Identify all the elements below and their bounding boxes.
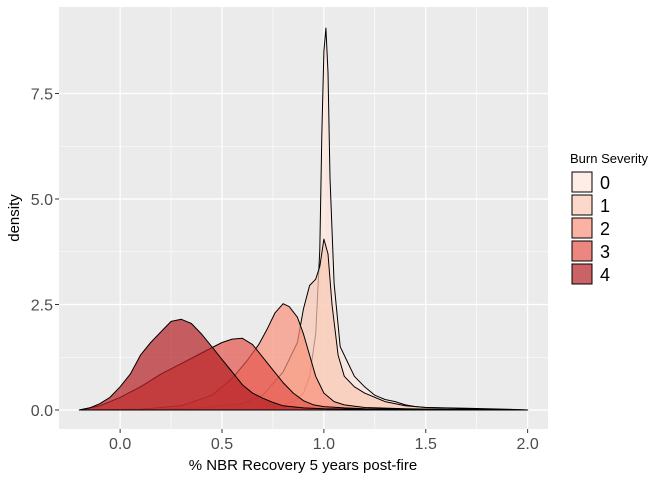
legend-label-4: 4 xyxy=(600,265,610,285)
y-tick-label: 2.5 xyxy=(31,298,53,315)
x-tick-label: 1.0 xyxy=(313,436,335,453)
legend-label-3: 3 xyxy=(600,242,610,262)
y-tick-label: 0.0 xyxy=(31,403,53,420)
x-tick-label: 1.5 xyxy=(415,436,437,453)
density-areas xyxy=(78,27,529,411)
legend-key-3 xyxy=(571,240,593,262)
density-area-severity-4 xyxy=(78,318,529,411)
y-axis-title: density xyxy=(6,194,23,242)
legend-label-0: 0 xyxy=(600,173,610,193)
legend-key-2 xyxy=(571,217,593,239)
x-tick-label: 0.0 xyxy=(109,436,131,453)
legend: Burn Severity 0 1 2 3 4 xyxy=(570,151,649,285)
y-tick-label: 7.5 xyxy=(31,87,53,104)
legend-key-4 xyxy=(571,263,593,285)
x-axis: 0.0 0.5 1.0 1.5 2.0 xyxy=(109,429,539,453)
x-axis-title: % NBR Recovery 5 years post-fire xyxy=(189,457,417,474)
x-tick-label: 0.5 xyxy=(211,436,233,453)
x-tick-label: 2.0 xyxy=(517,436,539,453)
legend-key-0 xyxy=(571,171,593,193)
legend-title: Burn Severity xyxy=(570,151,649,166)
y-tick-label: 5.0 xyxy=(31,192,53,209)
legend-label-1: 1 xyxy=(600,196,610,216)
y-axis: 0.0 2.5 5.0 7.5 xyxy=(31,87,59,420)
legend-key-1 xyxy=(571,194,593,216)
legend-label-2: 2 xyxy=(600,219,610,239)
